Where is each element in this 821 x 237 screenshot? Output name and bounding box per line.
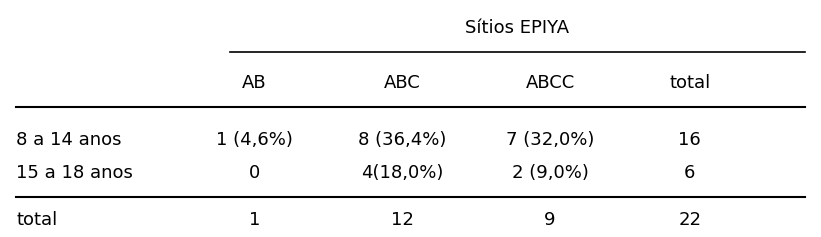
- Text: 6: 6: [684, 164, 695, 182]
- Text: 12: 12: [391, 211, 414, 229]
- Text: 1 (4,6%): 1 (4,6%): [216, 131, 293, 149]
- Text: 0: 0: [249, 164, 260, 182]
- Text: 8 (36,4%): 8 (36,4%): [358, 131, 447, 149]
- Text: 16: 16: [678, 131, 701, 149]
- Text: ABCC: ABCC: [525, 74, 575, 92]
- Text: 2 (9,0%): 2 (9,0%): [511, 164, 589, 182]
- Text: total: total: [16, 211, 57, 229]
- Text: 9: 9: [544, 211, 556, 229]
- Text: total: total: [669, 74, 710, 92]
- Text: 15 a 18 anos: 15 a 18 anos: [16, 164, 133, 182]
- Text: 4(18,0%): 4(18,0%): [361, 164, 443, 182]
- Text: AB: AB: [242, 74, 267, 92]
- Text: 22: 22: [678, 211, 701, 229]
- Text: Sítios EPIYA: Sítios EPIYA: [466, 19, 569, 37]
- Text: 8 a 14 anos: 8 a 14 anos: [16, 131, 122, 149]
- Text: 1: 1: [249, 211, 260, 229]
- Text: 7 (32,0%): 7 (32,0%): [506, 131, 594, 149]
- Text: ABC: ABC: [384, 74, 420, 92]
